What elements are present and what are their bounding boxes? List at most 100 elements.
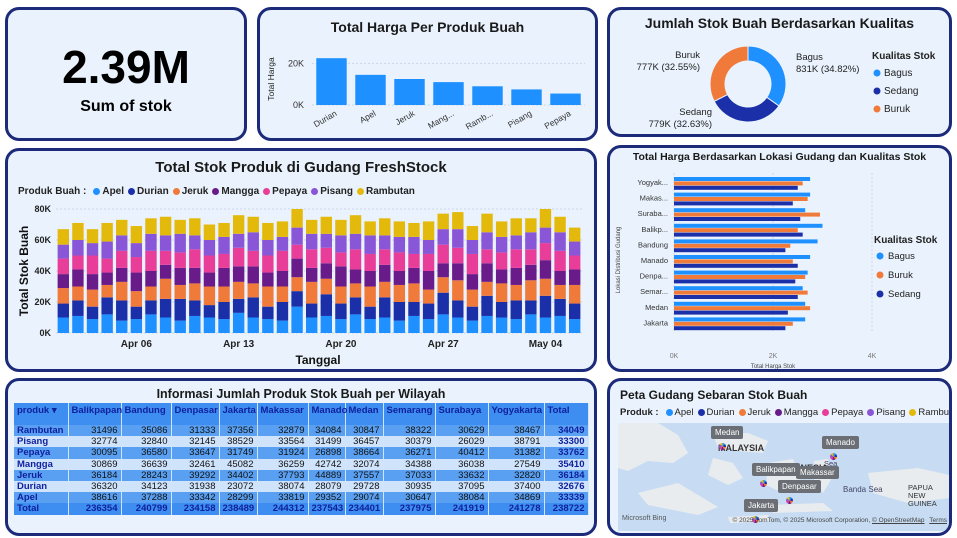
table-header-makassar[interactable]: Makassar (257, 403, 309, 425)
stock-bar-segment[interactable] (276, 271, 289, 287)
stock-bar-segment[interactable] (305, 233, 318, 250)
stock-bar-segment[interactable] (408, 283, 420, 302)
stock-bar-segment[interactable] (364, 271, 376, 287)
stock-bar-segment[interactable] (101, 241, 113, 259)
stock-bar-segment[interactable] (525, 300, 537, 315)
stock-bar-segment[interactable] (203, 286, 216, 306)
stock-bar-segment[interactable] (72, 240, 84, 256)
stock-bar-segment[interactable] (130, 243, 143, 258)
stock-bar-segment[interactable] (393, 271, 406, 285)
stock-bar-segment[interactable] (262, 319, 274, 333)
map-marker-balikpapan[interactable]: Balikpapan (752, 463, 800, 476)
legend-item-durian[interactable]: Durian (128, 186, 169, 197)
table-header-jakarta[interactable]: Jakarta (219, 403, 258, 425)
stock-bar-segment[interactable] (203, 317, 216, 334)
stock-bar-segment[interactable] (232, 281, 245, 299)
stock-bar-segment[interactable] (466, 306, 479, 321)
stock-bar-segment[interactable] (232, 233, 245, 248)
map-marker-manado[interactable]: Manado (822, 436, 859, 449)
stock-bar-segment[interactable] (466, 274, 479, 290)
stock-bar-segment[interactable] (452, 247, 464, 264)
stock-bar-segment[interactable] (145, 218, 157, 234)
stock-bar-segment[interactable] (232, 312, 245, 333)
stock-bar-segment[interactable] (262, 286, 274, 307)
stock-bar-segment[interactable] (495, 317, 508, 334)
table-header-medan[interactable]: Medan (345, 403, 384, 425)
stock-bar-segment[interactable] (510, 267, 522, 285)
stock-bar-segment[interactable] (349, 215, 362, 234)
map-marker-jakarta[interactable]: Jakarta (744, 499, 779, 512)
stock-bar-segment[interactable] (408, 302, 420, 316)
stock-bar-segment[interactable] (262, 272, 274, 287)
stock-bar-segment[interactable] (466, 226, 479, 240)
stock-bar-segment[interactable] (116, 250, 128, 268)
stock-bar-segment[interactable] (291, 291, 303, 307)
stock-bar-segment[interactable] (116, 235, 128, 251)
location-bar[interactable] (674, 228, 798, 233)
stock-bar-segment[interactable] (437, 244, 449, 264)
location-bar[interactable] (674, 255, 811, 259)
stock-bar-segment[interactable] (218, 236, 230, 254)
stock-bar-segment[interactable] (116, 300, 128, 321)
stock-bar-segment[interactable] (320, 315, 333, 333)
stock-bar-segment[interactable] (57, 244, 70, 259)
stock-bar-segment[interactable] (539, 227, 552, 244)
location-bar[interactable] (674, 290, 808, 295)
legend-item-jeruk[interactable]: Jeruk (738, 407, 771, 418)
stock-bar-segment[interactable] (320, 294, 333, 316)
stock-bar-segment[interactable] (247, 266, 259, 284)
stock-bar-segment[interactable] (101, 297, 113, 315)
stock-bar-segment[interactable] (232, 247, 245, 267)
table-header-denpasar[interactable]: Denpasar (171, 403, 220, 425)
stock-bar-segment[interactable] (495, 269, 508, 284)
stock-bar-segment[interactable] (437, 314, 449, 333)
map-marker-medan[interactable]: Medan (711, 426, 744, 439)
stock-bar-segment[interactable] (305, 219, 318, 234)
location-bar[interactable] (674, 321, 793, 326)
stock-bar-segment[interactable] (408, 253, 420, 268)
stock-bar-segment[interactable] (437, 292, 449, 315)
stock-bar-segment[interactable] (539, 243, 552, 261)
stock-bar-segment[interactable] (568, 241, 581, 256)
stock-bar-segment[interactable] (203, 224, 216, 241)
stock-bar-segment[interactable] (203, 240, 216, 256)
stock-bar-segment[interactable] (510, 319, 522, 333)
stock-bar-segment[interactable] (247, 297, 259, 318)
region-table[interactable]: produk ▾ Balikpapan Bandung Denpasar Jakarta… (14, 403, 589, 515)
stock-bar-segment[interactable] (305, 249, 318, 268)
location-bar[interactable] (674, 208, 806, 213)
stock-bar-segment[interactable] (554, 284, 566, 299)
location-legend-label[interactable]: Buruk (888, 270, 913, 281)
table-row[interactable]: Rambutan 31496 35086 31333 37356 32879 34084 30… (14, 425, 589, 437)
stock-bar-segment[interactable] (379, 317, 391, 334)
location-bar[interactable] (674, 270, 808, 275)
stock-bar-segment[interactable] (568, 269, 581, 285)
location-bar[interactable] (674, 212, 821, 217)
stock-bar-segment[interactable] (481, 295, 493, 316)
stock-bar-segment[interactable] (466, 320, 479, 333)
stock-bar-segment[interactable] (452, 229, 464, 248)
stock-bar-segment[interactable] (130, 291, 143, 307)
location-bar[interactable] (674, 275, 806, 279)
stock-bar-segment[interactable] (203, 255, 216, 273)
location-bar[interactable] (674, 306, 811, 311)
price-bar[interactable] (550, 93, 581, 105)
stock-bar-segment[interactable] (174, 219, 186, 234)
location-bar[interactable] (674, 263, 798, 268)
stock-bar-segment[interactable] (393, 236, 406, 253)
stock-bar-segment[interactable] (174, 284, 186, 299)
map-osm-link[interactable]: © OpenStreetMap (872, 517, 925, 524)
stock-bar-segment[interactable] (335, 266, 347, 287)
stock-bar-segment[interactable] (335, 319, 347, 333)
donut-slice[interactable] (709, 45, 749, 103)
stock-bar-segment[interactable] (525, 264, 537, 281)
stock-bar-segment[interactable] (145, 250, 157, 271)
stock-bar-segment[interactable] (159, 264, 172, 279)
donut-legend-label[interactable]: Sedang (884, 86, 918, 97)
stock-bar-segment[interactable] (57, 303, 70, 318)
map-pie-marker-icon[interactable] (786, 497, 793, 504)
table-header-total[interactable]: Total (544, 403, 589, 425)
stock-bar-segment[interactable] (349, 283, 362, 298)
stock-bar-segment[interactable] (481, 263, 493, 282)
table-row[interactable]: Pepaya 30095 36580 33647 31749 31924 26898 3866… (14, 447, 589, 459)
